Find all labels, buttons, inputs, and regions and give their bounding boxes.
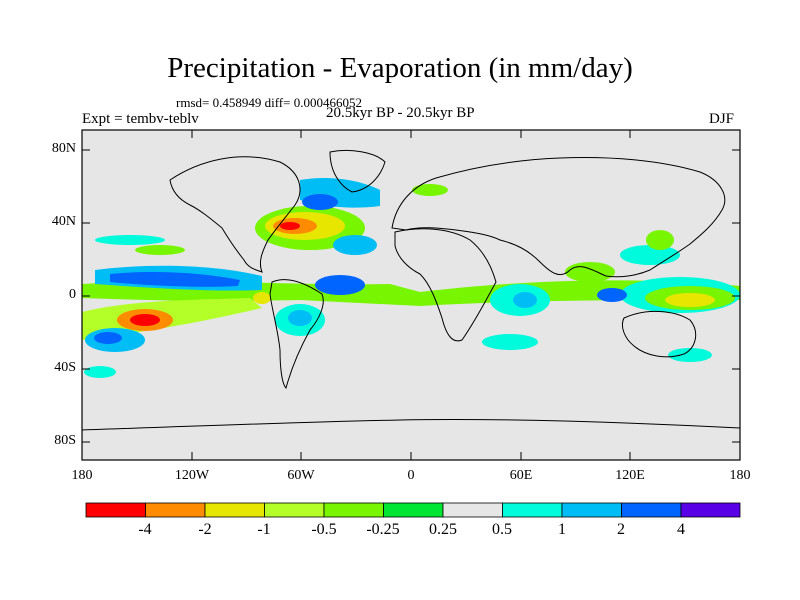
colorbar-box-7 xyxy=(502,502,563,518)
greenland-coast xyxy=(329,149,386,193)
north-pacific-west xyxy=(620,245,680,265)
west-pacific-yellow xyxy=(665,293,715,307)
lon-label-120w: 120W xyxy=(174,468,210,483)
coastlines xyxy=(81,149,741,431)
colorbar-box-9 xyxy=(621,502,682,518)
colorbar-label-7: 1 xyxy=(558,521,566,538)
colorbar-box-10 xyxy=(680,502,741,518)
colorbar-box-6 xyxy=(442,502,503,518)
north-atlantic-center xyxy=(280,222,300,230)
colorbar-label-3: -0.5 xyxy=(311,521,337,538)
colorbar-box-2 xyxy=(204,502,265,518)
eurasia-coast xyxy=(391,157,726,278)
colorbar-box-8 xyxy=(561,502,622,518)
stats-label: rmsd= 0.458949 diff= 0.000466052 xyxy=(176,95,362,110)
colorbar-label-4: -0.25 xyxy=(366,521,400,538)
antarctica-coast xyxy=(81,418,741,431)
experiment-label: Expt = tembv-teblv xyxy=(82,111,199,127)
southern-ocean-3 xyxy=(668,348,712,362)
lat-label-40s: 40S xyxy=(54,360,76,375)
anomaly-fields xyxy=(82,178,740,378)
maritime-blue xyxy=(597,288,627,302)
colorbar-label-1: -2 xyxy=(198,521,212,538)
south-pacific-deep xyxy=(94,332,122,344)
colorbar xyxy=(85,502,741,518)
indian-ocean-blue xyxy=(513,292,537,308)
southern-ocean-2 xyxy=(482,334,538,350)
lon-label-60e: 60E xyxy=(509,468,533,483)
pacific-dark-band xyxy=(110,272,240,287)
lon-label-180w: 180 xyxy=(71,468,93,483)
period-label: 20.5kyr BP - 20.5kyr BP xyxy=(326,105,475,121)
colorbar-box-5 xyxy=(383,502,444,518)
colorbar-label-8: 2 xyxy=(617,521,625,538)
arctic-green xyxy=(412,184,448,196)
colorbar-box-0 xyxy=(85,502,146,518)
colorbar-label-5: 0.25 xyxy=(429,521,457,538)
lon-label-0: 0 xyxy=(407,468,415,483)
north-pacific-east-green xyxy=(135,245,185,255)
lon-ticks xyxy=(191,130,631,460)
lat-label-80s: 80S xyxy=(54,433,76,448)
atlantic-blue-1 xyxy=(302,194,338,210)
south-pacific-dry-core xyxy=(130,314,160,326)
africa-coast xyxy=(394,228,497,342)
lon-label-120e: 120E xyxy=(615,468,645,483)
lon-label-180e: 180 xyxy=(729,468,751,483)
lon-label-60w: 60W xyxy=(287,468,315,483)
colorbar-box-4 xyxy=(323,502,384,518)
lat-label-0: 0 xyxy=(69,287,76,302)
atlantic-blue-3 xyxy=(315,275,365,295)
colorbar-label-6: 0.5 xyxy=(492,521,512,538)
southern-ocean-1 xyxy=(84,366,116,378)
colorbar-label-9: 4 xyxy=(677,521,685,538)
south-america-blue xyxy=(288,310,312,326)
north-pacific-east xyxy=(95,235,165,245)
north-america-coast xyxy=(169,156,301,273)
lat-label-80n: 80N xyxy=(51,141,76,156)
lat-label-40n: 40N xyxy=(51,214,76,229)
colorbar-label-2: -1 xyxy=(257,521,271,538)
indian-ocean-green xyxy=(565,262,615,282)
season-label: DJF xyxy=(709,111,735,127)
south-america-coast xyxy=(269,279,324,389)
lat-ticks xyxy=(82,149,740,443)
colorbar-label-0: -4 xyxy=(138,521,152,538)
plot-title: Precipitation - Evaporation (in mm/day) xyxy=(167,52,633,84)
east-pacific-yellow xyxy=(253,292,271,304)
north-pacific-green xyxy=(646,230,674,250)
atlantic-blue-2 xyxy=(333,235,377,255)
colorbar-box-3 xyxy=(264,502,325,518)
colorbar-box-1 xyxy=(145,502,206,518)
australia-coast xyxy=(621,310,697,358)
